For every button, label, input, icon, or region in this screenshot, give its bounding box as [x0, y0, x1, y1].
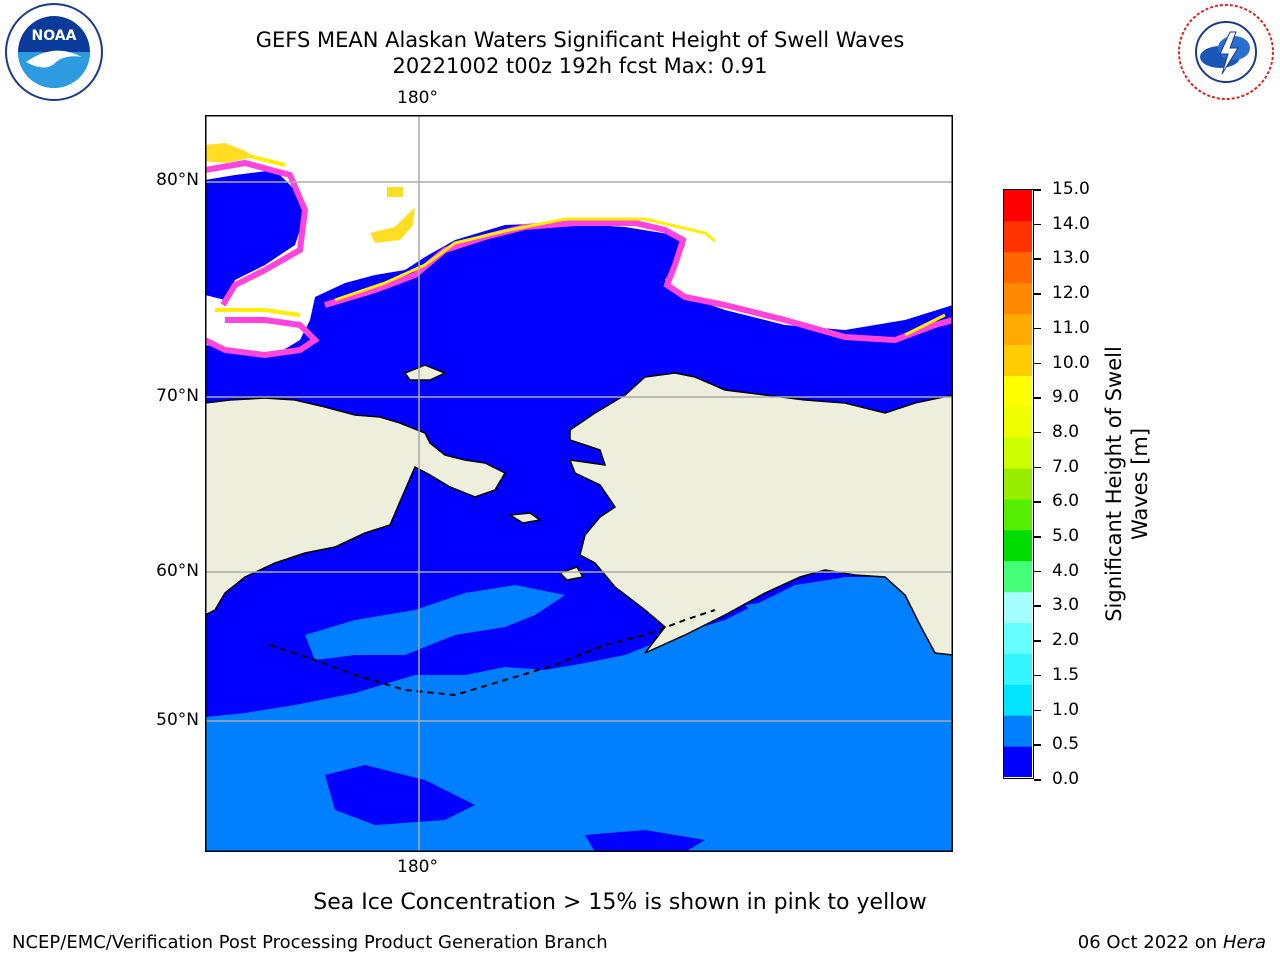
colorbar-label: Significant Height of Swell Waves [m]: [1102, 346, 1152, 622]
swell-height-map: [203, 115, 954, 852]
colorbar-swatch: [1004, 529, 1032, 562]
colorbar-tick-mark: [1034, 605, 1041, 607]
colorbar-tick-mark: [1034, 640, 1041, 642]
colorbar-tick-mark: [1034, 466, 1041, 469]
colorbar-tick-label: 3.0: [1052, 595, 1080, 616]
colorbar-tick-mark: [1034, 327, 1041, 330]
producer-credit: NCEP/EMC/Verification Post Processing Pr…: [12, 932, 608, 953]
lat-label-70: 70°N: [156, 386, 199, 406]
lon-label-bottom: 180°: [397, 857, 438, 877]
lon-label-top: 180°: [397, 88, 438, 108]
colorbar-tick-mark: [1034, 570, 1041, 573]
colorbar-tick-label: 1.5: [1052, 664, 1080, 685]
colorbar-swatch: [1004, 622, 1032, 654]
land-island: [403, 364, 447, 381]
land-siberia: [204, 397, 507, 617]
aleutian-islands: [269, 609, 716, 697]
colorbar-tick-label: 6.0: [1052, 491, 1080, 512]
ocean-lower-swell: [585, 830, 705, 852]
noaa-logo-icon: NOAA: [4, 2, 104, 102]
colorbar-swatch: [1004, 468, 1032, 500]
colorbar-tick-mark: [1034, 258, 1041, 260]
colorbar-swatch: [1004, 715, 1032, 747]
colorbar-swatch: [1004, 282, 1032, 315]
colorbar-tick-mark: [1034, 744, 1041, 746]
sea-ice-edge: [334, 217, 946, 337]
colorbar-swatch: [1004, 406, 1032, 438]
colorbar-swatch: [1004, 653, 1032, 685]
colorbar-tick-mark: [1034, 536, 1041, 538]
colorbar-swatch: [1004, 344, 1032, 376]
colorbar-tick-label: 1.0: [1052, 699, 1080, 720]
colorbar-tick-mark: [1034, 397, 1041, 399]
colorbar-swatch: [1004, 313, 1032, 345]
colorbar: [1003, 189, 1034, 779]
colorbar-swatch: [1004, 251, 1032, 284]
colorbar-tick-mark: [1034, 293, 1041, 295]
colorbar-tick-label: 9.0: [1052, 387, 1080, 408]
colorbar-swatch: [1004, 190, 1032, 222]
colorbar-swatch: [1004, 437, 1032, 469]
chart-subtitle: 20221002 t00z 192h fcst Max: 0.91: [392, 54, 768, 78]
sea-ice-patch: [205, 143, 255, 163]
colorbar-tick-mark: [1034, 223, 1041, 226]
lat-label-80: 80°N: [156, 170, 199, 190]
sea-ice-footnote: Sea Ice Concentration > 15% is shown in …: [313, 890, 927, 915]
colorbar-tick-mark: [1034, 362, 1041, 365]
colorbar-tick-mark: [1034, 674, 1041, 677]
colorbar-swatch: [1004, 220, 1032, 253]
land-alaska: [568, 372, 954, 656]
colorbar-tick-label: 8.0: [1052, 421, 1080, 442]
colorbar-tick-label: 5.0: [1052, 526, 1080, 547]
sea-ice-patch: [387, 187, 403, 197]
land-island: [507, 512, 542, 524]
lat-label-50: 50°N: [156, 710, 199, 730]
svg-text:NOAA: NOAA: [32, 28, 77, 44]
colorbar-tick-mark: [1034, 501, 1041, 503]
ocean-lower-swell: [205, 170, 305, 300]
sea-ice: [205, 115, 953, 355]
colorbar-tick-label: 15.0: [1052, 179, 1090, 199]
graticule: [205, 115, 953, 852]
land-island: [558, 566, 585, 581]
colorbar-tick-label: 10.0: [1052, 352, 1090, 373]
colorbar-swatch: [1004, 498, 1032, 531]
colorbar-swatches: [1004, 190, 1032, 778]
sea-ice-edge: [203, 159, 320, 359]
colorbar-tick-label: 12.0: [1052, 283, 1090, 304]
map-panel: [203, 115, 954, 852]
colorbar-tick-mark: [1034, 709, 1041, 712]
ocean-higher-swell: [305, 585, 565, 660]
sea-ice-patch: [370, 207, 415, 243]
colorbar-swatch: [1004, 375, 1032, 407]
colorbar-tick-label: 2.0: [1052, 630, 1080, 651]
colorbar-swatch: [1004, 560, 1032, 593]
colorbar-tick-label: 14.0: [1052, 213, 1090, 234]
lat-label-60: 60°N: [156, 561, 199, 581]
colorbar-tick-label: 11.0: [1052, 317, 1090, 338]
colorbar-tick-label: 0.0: [1052, 769, 1080, 789]
colorbar-tick-mark: [1034, 189, 1041, 191]
colorbar-tick-label: 4.0: [1052, 560, 1080, 581]
ocean-higher-swell: [745, 595, 905, 630]
colorbar-swatch: [1004, 591, 1032, 624]
ocean-lower-swell: [325, 765, 475, 825]
colorbar-swatch: [1004, 746, 1032, 778]
colorbar-tick-mark: [1034, 431, 1041, 434]
colorbar-tick-mark: [1034, 779, 1041, 781]
chart-title: GEFS MEAN Alaskan Waters Significant Hei…: [255, 28, 905, 52]
colorbar-swatch: [1004, 684, 1032, 716]
nws-logo-icon: [1176, 2, 1276, 102]
generated-date: 06 Oct 2022 on Hera: [1077, 932, 1266, 953]
colorbar-tick-label: 7.0: [1052, 456, 1080, 477]
colorbar-tick-label: 0.5: [1052, 734, 1080, 755]
colorbar-tick-label: 13.0: [1052, 248, 1090, 269]
